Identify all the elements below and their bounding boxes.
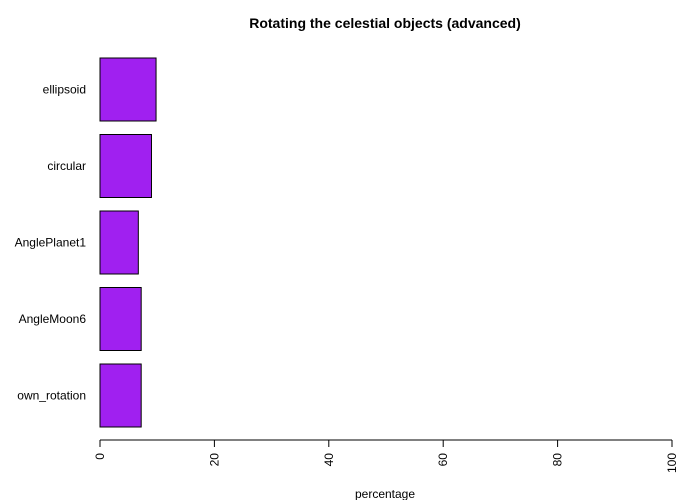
category-label-own_rotation: own_rotation [17,389,86,403]
bar-AnglePlanet1 [99,210,139,275]
category-label-ellipsoid: ellipsoid [43,83,86,97]
x-ticks-group: 0 20 40 60 80 100 [93,440,679,473]
bars-group [99,57,157,428]
category-label-circular: circular [47,159,86,173]
x-tick-label-0: 0 [93,453,107,460]
bar-own_rotation [99,363,142,428]
x-tick-label-80: 80 [551,453,565,467]
category-label-AngleMoon6: AngleMoon6 [19,312,87,326]
x-tick-label-100: 100 [665,453,679,473]
category-labels-group: ellipsoid circular AnglePlanet1 AngleMoon6 o… [15,83,87,403]
x-axis: 0 20 40 60 80 100 [93,439,679,473]
category-label-AnglePlanet1: AnglePlanet1 [15,236,87,250]
x-tick-label-60: 60 [436,453,450,467]
bar-ellipsoid [99,57,157,122]
x-axis-label: percentage [355,487,415,500]
x-tick-label-40: 40 [322,453,336,467]
x-tick-label-20: 20 [207,453,221,467]
chart-title: Rotating the celestial objects (advanced… [249,15,521,31]
bar-AngleMoon6 [99,287,142,351]
bar-circular [99,134,152,198]
